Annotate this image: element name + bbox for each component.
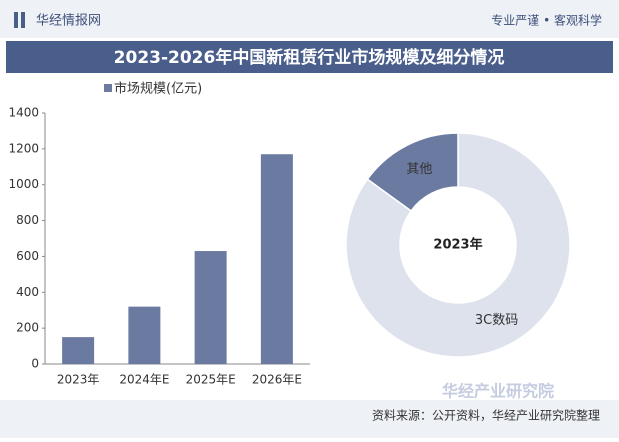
- title-bar: [6, 41, 613, 73]
- x-tick-label: 2023年: [57, 373, 100, 387]
- y-tick-label: 200: [16, 321, 39, 335]
- source: 资料来源：公开资料，华经产业研究院整理: [372, 408, 600, 423]
- bar: [260, 154, 293, 364]
- brand: 华经情报网: [36, 14, 101, 29]
- legend-label: 市场规模(亿元): [114, 81, 202, 97]
- bar: [194, 251, 227, 364]
- y-tick-label: 1200: [8, 141, 39, 155]
- slogan: 专业严谨 • 客观科学: [491, 13, 602, 28]
- y-tick-label: 800: [16, 213, 39, 227]
- pie-slice: [345, 132, 571, 358]
- y-tick-label: 400: [16, 285, 39, 299]
- brand-icon: [14, 12, 18, 28]
- x-tick-label: 2024年E: [119, 373, 169, 387]
- brand-icon: [21, 12, 25, 28]
- slice-label: 3C数码: [475, 313, 518, 328]
- x-tick-label: 2026年E: [252, 373, 302, 387]
- y-tick-label: 0: [31, 357, 39, 371]
- title: 2023-2026年中国新租赁行业市场规模及细分情况: [114, 47, 505, 68]
- header-bar: [0, 0, 619, 38]
- x-tick-label: 2025年E: [186, 373, 236, 387]
- center-label: 2023年: [433, 237, 482, 253]
- footer-bar: [0, 400, 619, 438]
- slice-label: 其他: [406, 162, 432, 177]
- y-tick-label: 600: [16, 249, 39, 263]
- pie-slice: [366, 132, 459, 212]
- y-tick-label: 1400: [8, 106, 39, 120]
- logo: 华经产业研究院: [442, 382, 554, 401]
- y-tick-label: 1000: [8, 177, 39, 191]
- bar: [62, 337, 95, 364]
- legend-swatch: [104, 84, 112, 92]
- bar: [128, 306, 161, 364]
